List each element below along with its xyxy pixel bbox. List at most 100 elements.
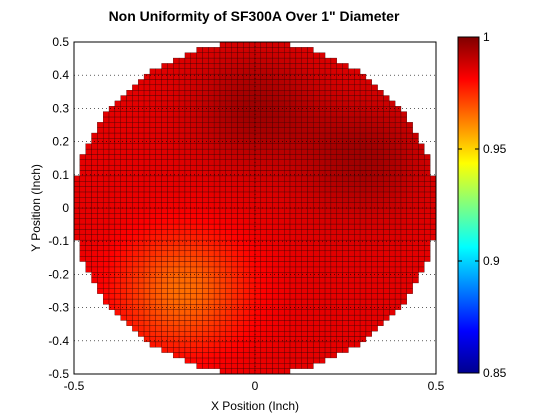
heatmap-cell [208, 293, 215, 300]
heatmap-cell [79, 218, 86, 225]
heatmap-cell [389, 288, 396, 294]
heatmap-cell [377, 272, 384, 278]
heatmap-cell [295, 320, 302, 326]
heatmap-cell [383, 197, 390, 203]
heatmap-cell [120, 207, 127, 214]
heatmap-cell [301, 127, 308, 134]
heatmap-cell [248, 357, 256, 364]
heatmap-cell [342, 106, 349, 112]
heatmap-cell [79, 175, 86, 182]
heatmap-cell [173, 325, 180, 332]
heatmap-cell [243, 63, 250, 69]
heatmap-cell [284, 47, 291, 53]
heatmap-cell [237, 218, 244, 225]
heatmap-cell [289, 352, 297, 359]
heatmap-cell [219, 154, 226, 160]
heatmap-cell [138, 293, 145, 300]
heatmap-cell [91, 218, 98, 225]
heatmap-cell [225, 181, 232, 187]
heatmap-cell [143, 90, 151, 96]
heatmap-cell [161, 175, 168, 182]
heatmap-cell [237, 288, 244, 294]
heatmap-cell [167, 245, 174, 252]
heatmap-cell [330, 111, 337, 118]
heatmap-cell [260, 191, 267, 198]
heatmap-cell [243, 223, 250, 230]
heatmap-cell [237, 143, 244, 150]
heatmap-cell [225, 95, 232, 102]
heatmap-cell [266, 218, 273, 225]
heatmap-cell [371, 293, 378, 300]
heatmap-cell [371, 122, 378, 128]
heatmap-cell [190, 127, 197, 134]
heatmap-cell [85, 234, 92, 241]
heatmap-cell [155, 100, 162, 107]
heatmap-cell [219, 100, 226, 107]
heatmap-cell [266, 320, 273, 326]
heatmap-cell [371, 213, 378, 219]
heatmap-cell [330, 116, 337, 123]
heatmap-cell [284, 314, 291, 321]
heatmap-cell [284, 127, 291, 134]
heatmap-cell [225, 304, 232, 310]
heatmap-cell [418, 170, 425, 177]
heatmap-cell [295, 116, 302, 123]
heatmap-cell [103, 293, 110, 300]
colorbar-tick-label: 1 [483, 30, 490, 44]
heatmap-cell [213, 298, 221, 305]
heatmap-cell [289, 95, 297, 102]
heatmap-cell [284, 95, 291, 102]
heatmap-cell [208, 148, 215, 155]
heatmap-cell [336, 304, 343, 310]
heatmap-cell [359, 132, 367, 139]
heatmap-cell [196, 106, 203, 112]
heatmap-cell [319, 347, 326, 353]
heatmap-cell [289, 116, 297, 123]
heatmap-cell [272, 282, 279, 289]
heatmap-cell [254, 363, 262, 369]
heatmap-cell [342, 95, 349, 102]
heatmap-cell [190, 266, 197, 273]
heatmap-cell [213, 261, 221, 268]
colorbar-tick-label: 0.85 [483, 366, 507, 380]
heatmap-cell [219, 106, 226, 112]
heatmap-cell [196, 143, 203, 150]
heatmap-cell [383, 154, 390, 160]
heatmap-cell [219, 47, 226, 53]
heatmap-cell [190, 314, 197, 321]
heatmap-cell [278, 229, 285, 235]
heatmap-cell [330, 293, 337, 300]
heatmap-cell [225, 266, 232, 273]
heatmap-cell [97, 127, 104, 134]
heatmap-cell [190, 272, 197, 278]
heatmap-cell [371, 282, 378, 289]
heatmap-cell [237, 309, 244, 316]
heatmap-cell [371, 197, 378, 203]
heatmap-cell [371, 111, 378, 118]
heatmap-cell [225, 154, 232, 160]
heatmap-cell [85, 256, 92, 262]
heatmap-cell [120, 239, 127, 246]
heatmap-cell [278, 73, 285, 80]
heatmap-cell [91, 138, 98, 144]
heatmap-cell [260, 79, 267, 86]
heatmap-cell [132, 154, 139, 160]
heatmap-cell [359, 330, 367, 337]
heatmap-cell [289, 90, 297, 96]
heatmap-cell [132, 325, 139, 332]
heatmap-cell [260, 68, 267, 75]
heatmap-cell [103, 213, 110, 219]
heatmap-cell [266, 68, 273, 75]
heatmap-cell [313, 250, 320, 257]
heatmap-cell [202, 239, 209, 246]
heatmap-cell [319, 309, 326, 316]
heatmap-cell [307, 314, 314, 321]
heatmap-cell [202, 148, 209, 155]
heatmap-cell [202, 138, 209, 144]
heatmap-cell [295, 111, 302, 118]
heatmap-cell [307, 63, 314, 69]
heatmap-cell [103, 138, 110, 144]
heatmap-cell [365, 330, 372, 337]
heatmap-cell [178, 63, 186, 69]
heatmap-cell [330, 277, 337, 284]
